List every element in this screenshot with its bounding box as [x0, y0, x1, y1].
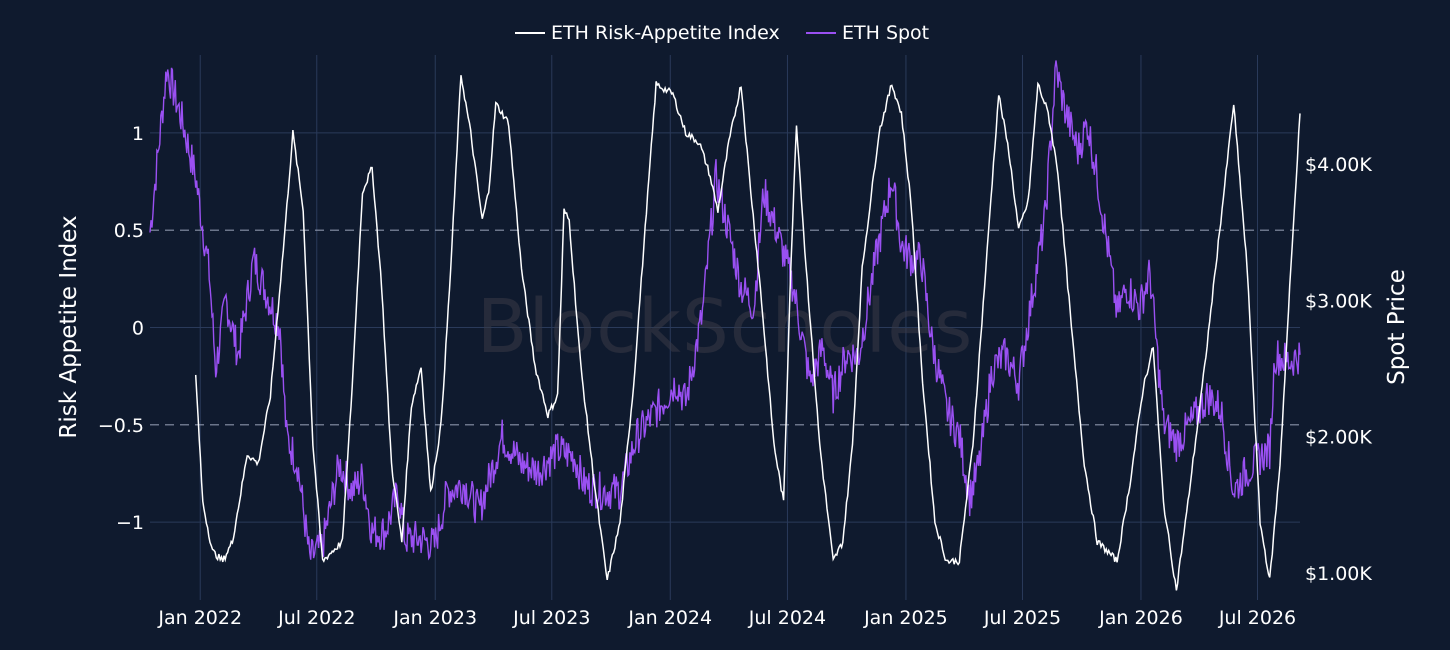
legend-item-risk-appetite[interactable]: ETH Risk-Appetite Index — [515, 22, 780, 44]
watermark-logo: BlockScholes — [477, 284, 974, 370]
legend-item-eth-spot[interactable]: ETH Spot — [806, 22, 929, 44]
y-right-axis-title: Spot Price — [1384, 269, 1410, 385]
legend-label-risk-appetite: ETH Risk-Appetite Index — [551, 22, 780, 44]
y-right-tick-label: $2.00K — [1305, 427, 1372, 449]
x-tick-label: Jan 2025 — [863, 607, 948, 629]
series-line-risk-appetite — [194, 75, 1301, 591]
plot-area — [149, 60, 1301, 591]
y-right-tick-label: $1.00K — [1305, 563, 1372, 585]
y-right-tick-label: $3.00K — [1305, 290, 1372, 312]
y-left-tick-labels: 1 0.5 0 −0.5 −1 — [98, 123, 144, 534]
series-line-eth-spot — [149, 60, 1301, 561]
y-right-tick-label: $4.00K — [1305, 154, 1372, 176]
x-tick-label: Jul 2026 — [1218, 607, 1296, 629]
y-left-tick-label: 0.5 — [114, 220, 144, 242]
x-tick-label: Jul 2023 — [512, 607, 590, 629]
x-tick-label: Jan 2023 — [392, 607, 477, 629]
y-right-tick-labels: $4.00K $3.00K $2.00K $1.00K — [1305, 154, 1372, 585]
x-tick-label: Jan 2026 — [1098, 607, 1183, 629]
reference-lines — [150, 229, 1300, 426]
y-left-tick-label: −0.5 — [98, 415, 144, 437]
x-tick-label: Jul 2022 — [277, 607, 355, 629]
legend: ETH Risk-Appetite Index ETH Spot — [515, 22, 929, 44]
y-left-tick-label: 1 — [132, 123, 144, 145]
x-tick-label: Jan 2022 — [157, 607, 242, 629]
y-left-axis-title: Risk Appetite Index — [56, 215, 82, 438]
legend-label-eth-spot: ETH Spot — [842, 22, 929, 44]
y-left-tick-label: −1 — [116, 512, 144, 534]
x-tick-label: Jul 2025 — [983, 607, 1061, 629]
x-tick-label: Jan 2024 — [627, 607, 712, 629]
y-left-tick-label: 0 — [132, 318, 144, 340]
x-tick-label: Jul 2024 — [748, 607, 826, 629]
x-axis-tick-labels: Jan 2022 Jul 2022 Jan 2023 Jul 2023 Jan 2024… — [157, 607, 1296, 629]
y-gridlines — [150, 132, 1300, 523]
